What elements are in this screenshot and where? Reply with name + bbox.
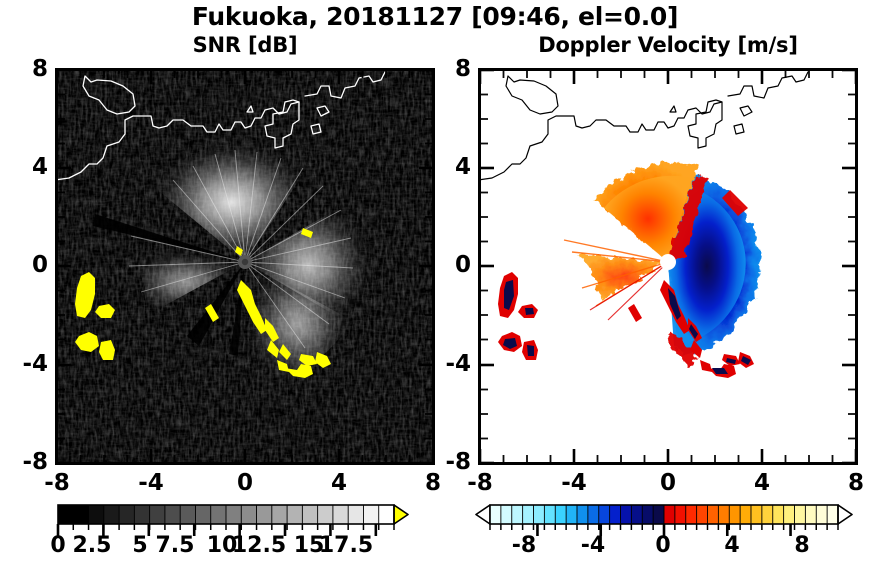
snr-island-clutter-southeast	[205, 228, 331, 378]
doppler-ytick-m4: -4	[445, 351, 471, 377]
figure-title: Fukuoka, 20181127 [09:46, el=0.0]	[191, 2, 679, 31]
snr-colorbar-svg	[56, 504, 409, 536]
doppler-cb-label-8: 8	[794, 533, 810, 558]
doppler-cb-label-4: 4	[724, 533, 740, 558]
snr-cb-label-0: 0	[50, 533, 66, 558]
doppler-coastline	[478, 71, 809, 181]
doppler-island-clutter-southeast	[628, 280, 754, 378]
snr-ytick-0: 0	[31, 252, 48, 278]
doppler-colorbar[interactable]	[468, 503, 860, 539]
doppler-island-clutter-west	[498, 272, 538, 360]
snr-plot-panel[interactable]	[55, 68, 435, 465]
doppler-colorbar-over-arrow	[837, 504, 853, 525]
snr-cb-label-7p5: 7.5	[155, 533, 195, 558]
doppler-plot-svg	[478, 68, 858, 465]
doppler-cb-label-m4: -4	[580, 533, 606, 558]
snr-ytick-m4: -4	[22, 351, 48, 377]
doppler-xtick-0: 0	[659, 470, 676, 496]
panel-title-doppler: Doppler Velocity [m/s]	[538, 33, 798, 57]
snr-cb-label-12p5: 12.5	[231, 533, 287, 558]
doppler-cb-label-m8: -8	[511, 533, 537, 558]
doppler-xtick-m8: -8	[467, 470, 493, 496]
doppler-data-layer	[478, 68, 858, 465]
doppler-axis-frame	[478, 68, 858, 465]
snr-colorbar-cells	[57, 504, 395, 525]
doppler-velocity-fan	[563, 162, 760, 366]
snr-coastline	[55, 71, 386, 181]
doppler-colorbar-svg	[475, 504, 853, 536]
snr-ytick-4: 4	[31, 154, 48, 180]
doppler-colorbar-cells	[489, 504, 839, 525]
doppler-xtick-m4: -4	[561, 470, 587, 496]
snr-colorbar[interactable]	[50, 503, 410, 539]
snr-xtick-8: 8	[424, 470, 441, 496]
snr-xtick-0: 0	[236, 470, 253, 496]
doppler-ytick-0: 0	[454, 252, 471, 278]
snr-axis-frame	[55, 68, 435, 465]
snr-radar-fan	[93, 142, 371, 384]
doppler-cb-label-0: 0	[655, 533, 671, 558]
doppler-plot-panel[interactable]	[478, 68, 858, 465]
snr-data-layer	[55, 68, 435, 465]
snr-cb-label-2p5: 2.5	[72, 533, 112, 558]
snr-cb-label-17p5: 17.5	[318, 533, 374, 558]
snr-ytick-m8: -8	[22, 449, 48, 475]
snr-island-clutter-west	[75, 272, 115, 360]
snr-cb-label-5: 5	[132, 533, 148, 558]
snr-xtick-m8: -8	[44, 470, 70, 496]
snr-colorbar-overflow-arrow	[393, 504, 409, 525]
panel-title-snr: SNR [dB]	[192, 33, 298, 57]
doppler-xtick-4: 4	[753, 470, 770, 496]
snr-cb-label-15: 15	[293, 533, 325, 558]
doppler-ytick-4: 4	[454, 154, 471, 180]
snr-plot-svg	[55, 68, 435, 465]
doppler-colorbar-ticks	[489, 524, 839, 536]
snr-xtick-m4: -4	[138, 470, 164, 496]
snr-colorbar-ticks	[56, 524, 395, 536]
doppler-ytick-8: 8	[454, 56, 471, 82]
doppler-xtick-8: 8	[847, 470, 864, 496]
doppler-ytick-m8: -8	[445, 449, 471, 475]
snr-cb-label-10: 10	[206, 533, 238, 558]
snr-xtick-4: 4	[330, 470, 347, 496]
doppler-colorbar-under-arrow	[475, 504, 491, 525]
snr-axis-ticks	[55, 68, 435, 465]
doppler-axis-ticks	[478, 68, 858, 465]
snr-ytick-8: 8	[31, 56, 48, 82]
